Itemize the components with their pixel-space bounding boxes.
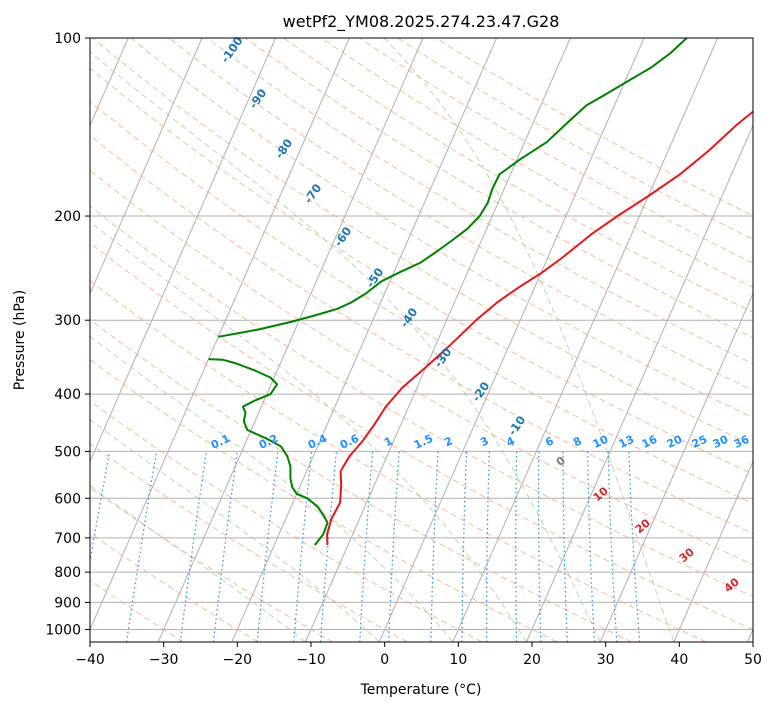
dewpoint-profile-line: [208, 358, 329, 546]
x-tick-label: 50: [744, 652, 762, 668]
mixing-ratio-line: [607, 451, 618, 642]
axes: −40 −30 −20 −10 0 10 20 30 40 50 100 200 300 400 500 60…: [45, 31, 762, 668]
moist-adiabat-line: [90, 51, 601, 642]
moist-adiabat-line: [90, 419, 380, 642]
dry-adiabat-line: [90, 169, 753, 566]
mixing-ratio-line: [515, 451, 518, 642]
y-tick-label: 600: [54, 491, 81, 507]
x-tick-label: −20: [223, 652, 253, 668]
dry-adiabat-line: [90, 359, 558, 642]
mixing-ratio-line: [628, 451, 641, 642]
dry-adiabat-line: [90, 134, 753, 535]
x-tick-label: 40: [670, 652, 688, 668]
profile-series: [208, 38, 753, 546]
mixing-ratio-line: [126, 451, 157, 642]
y-tick-label: 200: [54, 209, 81, 225]
x-tick-label: 20: [523, 652, 541, 668]
plot-frame: [89, 37, 754, 643]
dry-adiabat-line: [90, 205, 753, 598]
dry-adiabat-line: [90, 242, 753, 631]
moist-adiabat-line: [383, 38, 675, 642]
temperature-profile-line: [326, 110, 753, 546]
y-axis-label: Pressure (hPa): [12, 290, 28, 390]
dry-adiabat-line: [90, 442, 408, 642]
mixing-ratio-line: [90, 451, 111, 565]
mixing-ratio-line: [212, 451, 238, 642]
dry-adiabat-line: [90, 280, 707, 642]
isotherm-line: [90, 38, 203, 295]
mixing-ratio-label: 36: [732, 433, 752, 451]
y-tick-label: 800: [54, 565, 81, 581]
mixing-ratio-label: 13: [617, 433, 636, 451]
isotherm-line: [90, 38, 350, 631]
dry-adiabat-line: [283, 38, 753, 313]
dry-adiabat-line: [90, 486, 333, 642]
isotherm-line: [599, 292, 753, 642]
dewpoint-profile-line: [218, 38, 688, 338]
x-tick-label: −30: [149, 652, 179, 668]
dry-adiabat-line: [90, 319, 632, 642]
moist-adiabat-line: [90, 221, 527, 642]
x-tick-label: −40: [75, 652, 105, 668]
chart-title: wetPf2_YM08.2025.274.23.47.G28: [283, 12, 560, 32]
mixing-ratio-label: 10: [591, 433, 611, 451]
x-tick-label: 10: [449, 652, 467, 668]
y-tick-label: 700: [54, 531, 81, 547]
isotherm-line: [90, 38, 277, 463]
mixing-ratio-line: [461, 451, 468, 642]
mixing-ratio-line: [587, 451, 595, 642]
background-lines: [90, 38, 753, 642]
mixing-ratio-line: [293, 451, 313, 642]
x-tick-label: 30: [597, 652, 615, 668]
isotherm-line: [673, 460, 753, 642]
moist-adiabat-line: [90, 484, 306, 642]
dry-adiabat-line: [321, 38, 753, 288]
mixing-ratio-line: [179, 451, 207, 642]
mixing-ratio-label: 30: [711, 433, 731, 451]
isotherm-line: [452, 38, 719, 642]
isotherm-line: [157, 38, 424, 642]
mixing-ratio-line: [388, 451, 400, 642]
y-tick-label: 300: [54, 313, 81, 329]
x-axis-label: Temperature (°C): [360, 682, 482, 698]
mixing-ratio-line: [359, 451, 374, 642]
mixing-ratio-line: [486, 451, 490, 642]
mixing-ratio-line: [537, 451, 542, 642]
dry-adiabat-line: [206, 38, 753, 365]
y-tick-label: 100: [54, 31, 81, 47]
y-tick-label: 500: [54, 444, 81, 460]
mixing-ratio-line: [562, 451, 568, 642]
dry-adiabat-line: [90, 67, 753, 475]
y-tick-label: 1000: [45, 622, 81, 638]
mixing-ratio-label: 20: [665, 433, 685, 451]
mixing-ratio-label: 16: [640, 433, 660, 451]
mixing-ratio-line: [320, 451, 337, 642]
dry-adiabat-line: [90, 100, 753, 505]
mixing-ratio-line: [430, 451, 439, 642]
x-tick-label: −10: [296, 652, 326, 668]
x-tick-label: 0: [380, 652, 389, 668]
mixing-ratio-line: [256, 451, 279, 642]
isotherm-line: [378, 38, 645, 642]
isotherm-line: [526, 124, 753, 642]
isotherm-line: [231, 38, 498, 642]
y-tick-label: 900: [54, 595, 81, 611]
y-tick-label: 400: [54, 387, 81, 403]
mixing-ratio-label: 25: [690, 433, 709, 451]
